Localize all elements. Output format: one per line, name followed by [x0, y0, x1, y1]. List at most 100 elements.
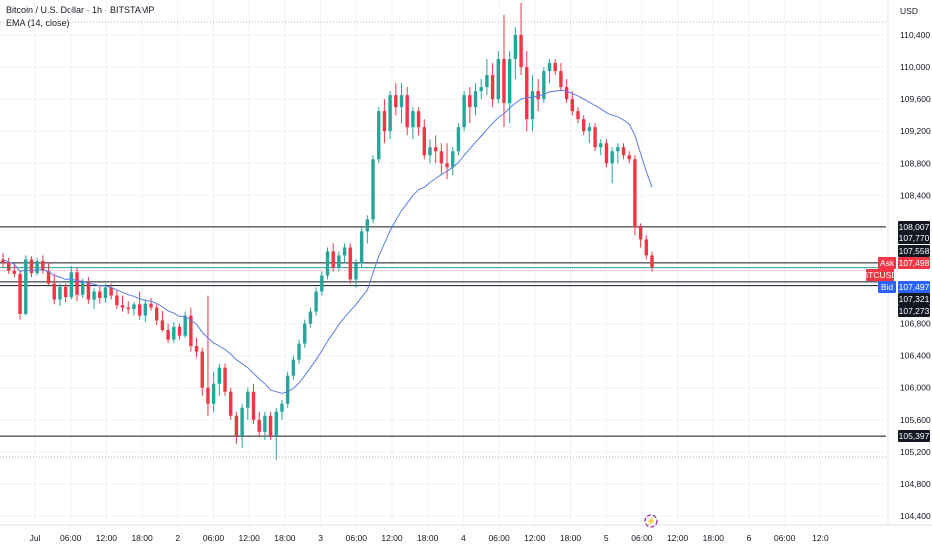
candle-body — [490, 75, 495, 100]
candle-body — [553, 63, 557, 72]
candle-body — [576, 111, 580, 120]
candle-body — [644, 239, 649, 256]
price-badge-label: 107,273 — [899, 306, 930, 316]
price-badge-tag — [878, 281, 896, 293]
candle-body — [547, 63, 552, 72]
candle-body — [428, 147, 432, 156]
candle-body — [234, 415, 239, 436]
candle-body — [69, 272, 74, 298]
price-badge — [898, 430, 930, 442]
candle-body — [564, 87, 569, 100]
candle-body — [593, 127, 597, 148]
x-tick-label: 5 — [604, 533, 609, 543]
price-badge-label: 105,397 — [899, 431, 930, 441]
candle-body — [445, 163, 449, 168]
candle-body — [342, 247, 347, 256]
price-badge — [898, 281, 930, 293]
candle-body — [291, 359, 296, 376]
time-axis[interactable]: Jul 06:00 12:00 18:00 2 06:00 12:00 18:00 3 06:00… — [30, 533, 829, 543]
candle-body — [308, 311, 313, 324]
candle-body — [257, 419, 261, 432]
candle-body — [63, 286, 68, 298]
candle-body — [263, 415, 267, 432]
candle-body — [98, 291, 102, 298]
candle-body — [496, 59, 500, 100]
y-tick-label: 105,200 — [900, 447, 931, 457]
x-tick-label: 18:00 — [417, 533, 439, 543]
x-tick-label: 06:00 — [488, 533, 510, 543]
candle-body — [627, 155, 631, 160]
candle-body — [422, 127, 426, 156]
candle-body — [536, 91, 540, 100]
candle-body — [75, 272, 79, 295]
y-tick-label: 106,000 — [900, 383, 931, 393]
x-tick-label: 18:00 — [560, 533, 582, 543]
x-tick-label: 12:00 — [381, 533, 403, 543]
candle-body — [502, 59, 506, 104]
svg-text:⚡: ⚡ — [646, 516, 656, 526]
x-tick-label: 12:00 — [96, 533, 118, 543]
x-tick-label: 06:00 — [203, 533, 225, 543]
x-tick-label: 06:00 — [60, 533, 82, 543]
candle-body — [92, 291, 96, 300]
candle-body — [35, 261, 39, 274]
candle-body — [155, 307, 159, 321]
candle-body — [268, 415, 273, 436]
candle-body — [103, 287, 108, 298]
candle-body — [337, 255, 341, 268]
candle-body — [399, 95, 404, 108]
candle-body — [12, 270, 17, 274]
x-tick-label: 18:00 — [703, 533, 725, 543]
x-tick-label: 18:00 — [131, 533, 153, 543]
candle-body — [177, 326, 182, 336]
candle-body — [604, 143, 609, 164]
price-axis[interactable]: 110,400 110,000 109,600 109,200 108,800 108,4… — [900, 30, 931, 521]
x-tick-label: 4 — [461, 533, 466, 543]
price-badges: 108,007107,770107,558107,498AskBTCUSD107… — [863, 221, 930, 442]
y-tick-label: 106,400 — [900, 351, 931, 361]
candle-body — [240, 407, 244, 436]
candle-body — [587, 127, 592, 132]
y-tick-label: 104,800 — [900, 479, 931, 489]
price-badge — [898, 305, 930, 317]
candle-body — [303, 323, 307, 344]
candle-body — [388, 95, 392, 132]
x-tick-label: 18:00 — [274, 533, 296, 543]
candle-body — [365, 219, 370, 232]
price-badge — [898, 257, 930, 269]
candle-body — [251, 391, 256, 420]
candle-body — [160, 320, 165, 331]
price-badge-tag-label: Bid — [881, 282, 894, 292]
candle-body — [166, 330, 170, 340]
candle-body — [149, 303, 153, 308]
candlestick-series — [1, 2, 654, 460]
price-badge-label: 107,497 — [899, 282, 930, 292]
price-badge — [898, 221, 930, 233]
candle-body — [200, 351, 204, 388]
price-badge-tag — [878, 257, 896, 269]
candle-body — [405, 95, 409, 128]
candle-body — [52, 283, 56, 300]
candle-body — [229, 391, 233, 416]
ema-line — [2, 89, 653, 394]
candle-body — [451, 151, 455, 168]
candle-body — [479, 87, 483, 92]
candle-body — [285, 375, 290, 404]
x-tick-label: 12:00 — [667, 533, 689, 543]
candle-body — [189, 315, 193, 347]
candle-body — [542, 71, 546, 100]
candle-body — [274, 411, 278, 436]
candle-body — [217, 367, 222, 384]
currency-label[interactable]: USD — [900, 6, 918, 16]
alert-icon[interactable]: ⚡ — [644, 514, 658, 528]
candle-body — [183, 315, 187, 336]
candle-body — [280, 403, 284, 412]
candle-body — [513, 35, 518, 60]
x-tick-label: 12:00 — [239, 533, 261, 543]
candle-body — [325, 251, 330, 276]
candle-body — [172, 326, 176, 340]
candle-body — [1, 259, 5, 263]
price-badge-tag-label: Ask — [880, 258, 895, 268]
candle-body — [331, 251, 335, 268]
